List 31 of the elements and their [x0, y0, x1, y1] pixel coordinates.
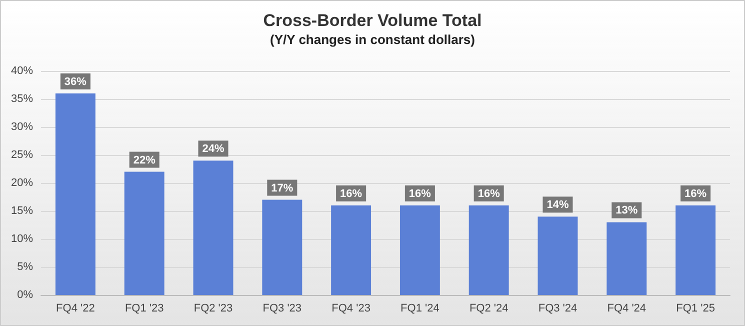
- x-tick-label: FQ3 '23: [262, 302, 302, 314]
- data-label: 13%: [616, 204, 638, 217]
- x-tick-label: FQ4 '23: [332, 302, 370, 314]
- y-tick-label: 0%: [17, 289, 34, 301]
- y-tick-label: 35%: [10, 93, 34, 105]
- data-label: 16%: [340, 188, 362, 200]
- data-label: 17%: [271, 182, 294, 194]
- data-label: 14%: [546, 199, 569, 212]
- x-tick-label: FQ1 '23: [124, 302, 164, 314]
- data-label: 16%: [478, 188, 500, 200]
- y-tick-label: 20%: [10, 177, 34, 189]
- data-label: 36%: [64, 76, 87, 88]
- y-tick-label: 40%: [10, 65, 34, 77]
- data-label: 22%: [133, 154, 156, 166]
- data-label: 16%: [408, 188, 432, 200]
- x-tick-label: FQ3 '24: [538, 302, 578, 314]
- y-tick-label: 10%: [10, 233, 34, 245]
- x-tick-label: FQ2 '24: [469, 302, 508, 314]
- chart-subtitle: (Y/Y changes in constant dollars): [270, 32, 475, 47]
- y-tick-label: 15%: [10, 205, 34, 217]
- chart-title: Cross-Border Volume Total: [263, 11, 482, 30]
- x-tick-label: FQ1 '25: [676, 302, 715, 314]
- x-tick-label: FQ4 '22: [56, 302, 95, 314]
- y-tick-label: 5%: [17, 261, 34, 273]
- x-tick-label: FQ2 '23: [194, 302, 233, 314]
- x-tick-label: FQ1 '24: [400, 302, 440, 314]
- data-label: 24%: [202, 143, 224, 156]
- y-tick-label: 30%: [10, 121, 34, 133]
- y-tick-label: 25%: [10, 149, 34, 161]
- x-tick-label: FQ4 '24: [607, 302, 646, 314]
- data-label: 16%: [684, 188, 707, 200]
